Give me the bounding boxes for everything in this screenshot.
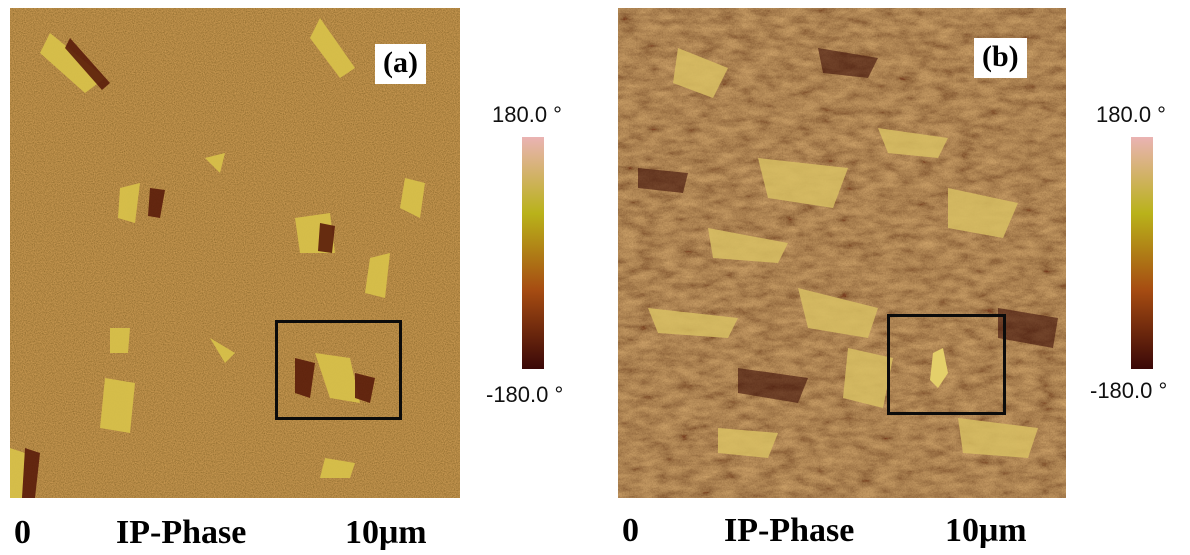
afm-phase-image-b	[618, 8, 1066, 498]
colorbar-b	[1131, 137, 1153, 369]
axis-end-b: 10μm	[945, 512, 1027, 549]
axis-title-a: IP-Phase	[116, 514, 247, 551]
afm-phase-image-a	[10, 8, 460, 498]
panel-label-a: (a)	[375, 44, 426, 84]
colorbar-min-label-b: -180.0 °	[1090, 378, 1168, 403]
panel-label-b: (b)	[974, 38, 1027, 78]
region-of-interest-box-a	[275, 320, 402, 420]
colorbar-max-label-a: 180.0 °	[492, 102, 562, 127]
colorbar-min-label-a: -180.0 °	[486, 382, 564, 407]
axis-start-b: 0	[622, 512, 639, 549]
colorbar-max-label-b: 180.0 °	[1096, 102, 1166, 127]
axis-end-a: 10μm	[345, 514, 427, 551]
colorbar-a	[522, 137, 544, 369]
colorbar-gradient-a	[522, 137, 544, 369]
axis-title-b: IP-Phase	[724, 512, 855, 549]
region-of-interest-box-b	[887, 314, 1006, 415]
colorbar-gradient-b	[1131, 137, 1153, 369]
axis-start-a: 0	[14, 514, 31, 551]
